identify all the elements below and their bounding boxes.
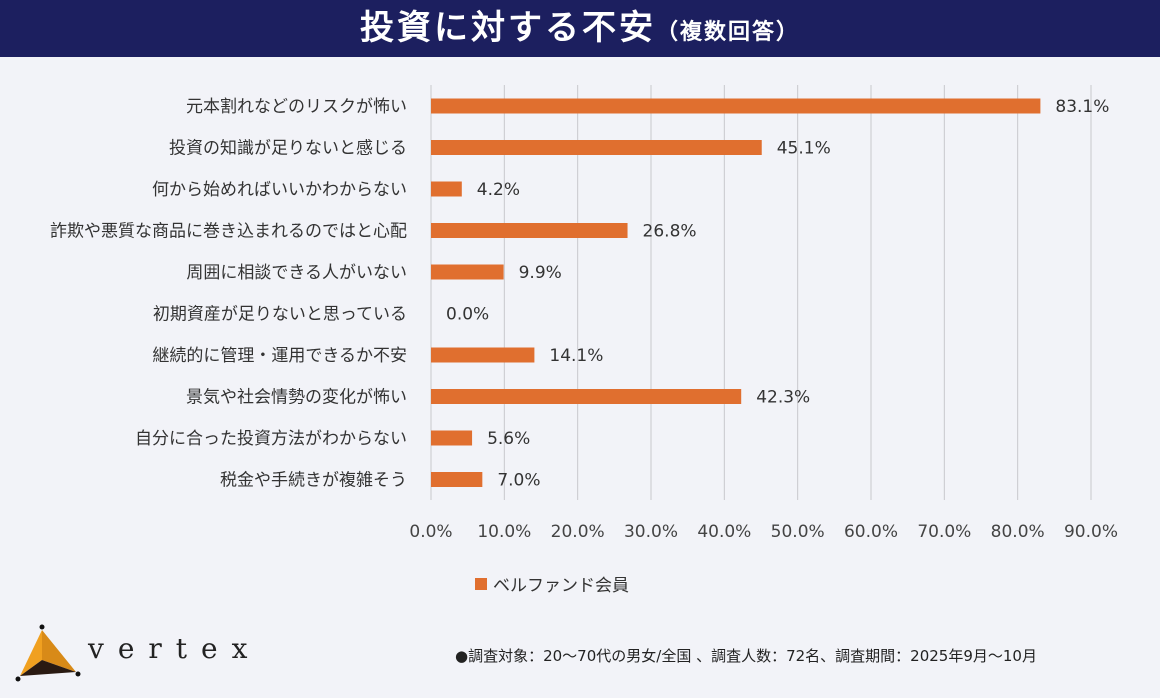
x-tick-label: 50.0% — [771, 522, 825, 542]
survey-note: ●調査対象：20～70代の男女/全国 、調査人数：72名、調査期間：2025年9… — [455, 647, 1037, 665]
data-label: 45.1% — [777, 139, 831, 159]
category-label: 周囲に相談できる人がいない — [186, 263, 407, 283]
data-label: 4.2% — [477, 180, 520, 200]
x-tick-label: 70.0% — [917, 522, 971, 542]
legend-swatch — [475, 577, 487, 590]
category-label: 継続的に管理・運用できるか不安 — [152, 346, 407, 366]
data-label: 0.0% — [446, 305, 489, 325]
x-tick-label: 40.0% — [697, 522, 751, 542]
bar — [431, 181, 462, 197]
x-tick-label: 80.0% — [991, 522, 1045, 542]
chart-subtitle: （複数回答） — [655, 20, 800, 45]
bar-chart: 0.0% 10.0% 20.0% 30.0% 40.0% 50.0% 60.0% 70.0% 8… — [50, 85, 1118, 542]
x-tick-label: 20.0% — [551, 522, 605, 542]
legend-label: ベルファンド会員 — [493, 576, 629, 596]
bar — [431, 264, 504, 280]
data-label: 14.1% — [549, 346, 603, 366]
category-label: 投資の知識が足りないと感じる — [169, 139, 407, 159]
bar — [431, 140, 762, 155]
bar — [431, 223, 628, 238]
chart-title: 投資に対する不安 — [359, 8, 656, 48]
data-label: 26.8% — [643, 222, 697, 242]
category-label: 景気や社会情勢の変化が怖い — [186, 388, 407, 408]
x-tick-label: 10.0% — [477, 522, 531, 542]
data-label: 42.3% — [756, 388, 810, 408]
category-label: 詐欺や悪質な商品に巻き込まれるのではと心配 — [50, 222, 407, 242]
bar — [431, 430, 473, 446]
bar — [431, 347, 535, 363]
category-label: 初期資産が足りないと思っている — [153, 305, 407, 325]
category-label: 税金や手続きが複雑そう — [220, 471, 407, 491]
category-label: 自分に合った投資方法がわからない — [135, 429, 407, 449]
x-tick-label: 90.0% — [1064, 522, 1118, 542]
category-label: 元本割れなどのリスクが怖い — [186, 97, 407, 117]
x-tick-label: 30.0% — [624, 522, 678, 542]
x-tick-label: 60.0% — [844, 522, 898, 542]
bar — [431, 472, 483, 487]
data-label: 9.9% — [519, 263, 562, 283]
bar — [431, 98, 1041, 114]
brand-name: vertex — [88, 632, 262, 665]
data-label: 5.6% — [487, 429, 530, 449]
bar — [431, 389, 742, 404]
header-banner: 投資に対する不安（複数回答） — [0, 0, 1160, 57]
x-tick-label: 0.0% — [409, 522, 452, 542]
data-label: 7.0% — [497, 471, 540, 491]
data-label: 83.1% — [1055, 97, 1109, 117]
legend: ベルファンド会員 — [475, 571, 629, 596]
category-label: 何から始めればいいかわからない — [152, 180, 407, 200]
vertex-logo-icon — [15, 624, 81, 682]
